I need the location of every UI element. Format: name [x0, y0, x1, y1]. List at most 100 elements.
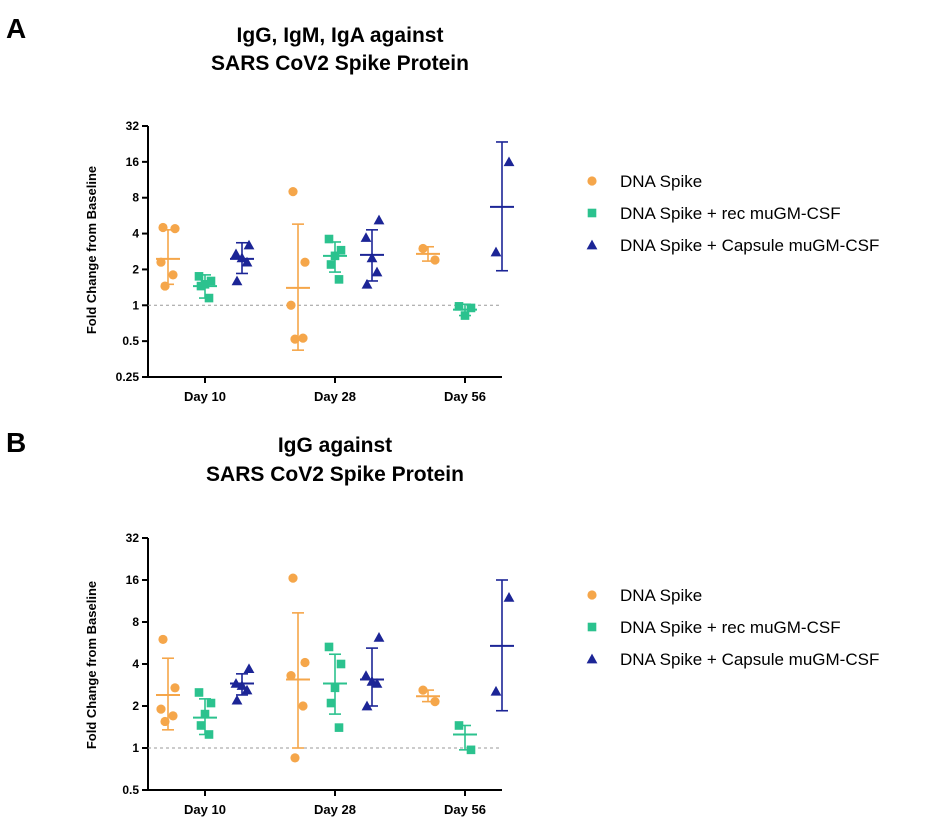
panel-a-y-tick-label: 4 — [132, 227, 139, 241]
panel-a-data-point — [300, 257, 310, 267]
panel-a-data-point — [170, 224, 180, 234]
panel-b-y-tick-label: 1 — [132, 741, 139, 755]
panel-a-data-point — [334, 275, 344, 284]
panel-b-legend-label: DNA Spike — [620, 586, 702, 605]
panel-a-data-point — [454, 302, 464, 311]
panel-b-data-point — [490, 685, 502, 696]
panel-a-x-tick-label: Day 10 — [184, 389, 226, 404]
panel-b-data-point — [334, 723, 344, 732]
panel-b-data-point — [466, 745, 476, 755]
panel-a-data-point — [366, 252, 378, 263]
panel-b-x-tick-label: Day 56 — [444, 802, 486, 817]
panel-a-data-point — [231, 275, 243, 286]
panel-a-y-tick-label: 2 — [132, 262, 139, 276]
panel-b-data-point — [168, 711, 178, 721]
panel-a-data-point — [243, 239, 255, 250]
panel-a-data-point — [236, 252, 248, 263]
panel-a-data-point — [418, 243, 428, 254]
panel-b-x-tick-label: Day 10 — [184, 802, 226, 817]
panel-a-data-point — [373, 214, 385, 225]
panel-b-data-point — [503, 592, 515, 602]
panel-a-legend-marker — [586, 239, 598, 250]
panel-b-data-point — [336, 659, 346, 669]
panel-b-data-point — [236, 680, 248, 690]
panel-a-data-point — [156, 257, 166, 267]
panel-b-data-point — [418, 685, 428, 695]
panel-letter-b: B — [6, 427, 26, 458]
panel-a-y-tick-label: 0.25 — [116, 370, 140, 384]
panel-b-data-point — [330, 683, 340, 693]
panel-b-data-point — [288, 573, 298, 583]
panel-a-data-point — [330, 251, 340, 261]
panel-b-data-point — [326, 698, 336, 708]
panel-b-y-axis-label: Fold Change from Baseline — [84, 581, 99, 749]
panel-a-data-point — [298, 333, 308, 343]
panel-a-y-axis-label: Fold Change from Baseline — [84, 166, 99, 334]
panel-b-x-tick-label: Day 28 — [314, 802, 356, 817]
panel-a-data-point — [160, 281, 170, 291]
panel-b-title-line-1: IgG against — [278, 434, 392, 457]
panel-a-data-point — [430, 255, 440, 265]
panel-a-data-point — [360, 232, 372, 242]
panel-b-data-point — [361, 700, 373, 711]
panel-b-data-point — [286, 671, 296, 681]
panel-a-x-tick-label: Day 56 — [444, 389, 486, 404]
panel-b-data-point — [230, 678, 242, 688]
panel-b-data-point — [454, 721, 464, 730]
panel-b-data-point — [206, 698, 216, 708]
panel-a-data-point — [503, 156, 515, 167]
panel-a-data-point — [241, 256, 253, 267]
panel-a-y-tick-label: 0.5 — [122, 334, 139, 348]
panel-b-title-line-2: SARS CoV2 Spike Protein — [206, 463, 464, 486]
panel-b-plot: 0.5 1 2 4 8 16 32 Day 10 Day 28 Day 56 — [122, 531, 515, 817]
panel-a-legend-label: DNA Spike + rec muGM-CSF — [620, 204, 841, 223]
panel-b-legend: DNA Spike DNA Spike + rec muGM-CSF DNA Spi… — [586, 586, 879, 669]
panel-a-plot: 0.25 0.5 1 2 4 8 16 32 Day 10 Day 28 Day 56 — [116, 119, 515, 404]
panel-b-legend-marker — [586, 653, 598, 664]
panel-a-data-point — [206, 276, 216, 286]
panel-a-y-tick-label: 32 — [126, 119, 140, 133]
panel-b-data-point — [194, 688, 204, 697]
panel-b-legend-label: DNA Spike + Capsule muGM-CSF — [620, 650, 879, 669]
panel-b-y-tick-label: 2 — [132, 699, 139, 713]
panel-a-data-point — [194, 272, 204, 281]
panel-b-data-point — [430, 697, 440, 707]
panel-a-data-point — [326, 260, 336, 269]
panel-a-data-point — [286, 300, 296, 310]
panel-b-y-tick-label: 16 — [126, 573, 140, 587]
panel-a-data-point — [324, 234, 334, 244]
panel-a-y-tick-label: 8 — [132, 191, 139, 205]
panel-a-legend-marker — [587, 208, 597, 218]
panel-a-data-point — [288, 187, 298, 197]
panel-a-data-point — [168, 270, 178, 280]
panel-letter-a: A — [6, 13, 26, 44]
panel-b-data-point — [243, 663, 255, 674]
panel-b-data-point — [373, 632, 385, 642]
panel-b-y-tick-label: 32 — [126, 531, 140, 545]
panel-b-data-point — [298, 701, 308, 711]
panel-a-data-point — [466, 303, 476, 313]
panel-a-y-tick-label: 1 — [132, 298, 139, 312]
panel-b-data-point — [231, 694, 243, 705]
panel-a-title-line-1: IgG, IgM, IgA against — [237, 24, 444, 47]
panel-b-data-point — [324, 642, 334, 652]
panel-b-data-point — [158, 634, 168, 645]
panel-b-data-point — [290, 753, 300, 763]
panel-a-y-tick-label: 16 — [126, 155, 140, 169]
panel-b-data-point — [371, 678, 383, 688]
panel-b-data-point — [300, 657, 310, 668]
panel-a-data-point — [158, 222, 168, 233]
panel-b-legend-label: DNA Spike + rec muGM-CSF — [620, 618, 841, 637]
panel-b-data-point — [170, 683, 180, 693]
panel-a-legend-marker — [587, 176, 597, 186]
panel-a-data-point — [290, 334, 300, 344]
panel-a-legend-label: DNA Spike + Capsule muGM-CSF — [620, 236, 879, 255]
panel-b-y-tick-label: 4 — [132, 657, 139, 671]
panel-b-legend-marker — [587, 622, 597, 632]
panel-a-data-point — [361, 278, 373, 289]
panel-b-data-point — [204, 730, 214, 739]
panel-b-legend-marker — [587, 590, 597, 600]
panel-b-data-point — [200, 709, 210, 719]
panel-a-data-point — [490, 246, 502, 257]
